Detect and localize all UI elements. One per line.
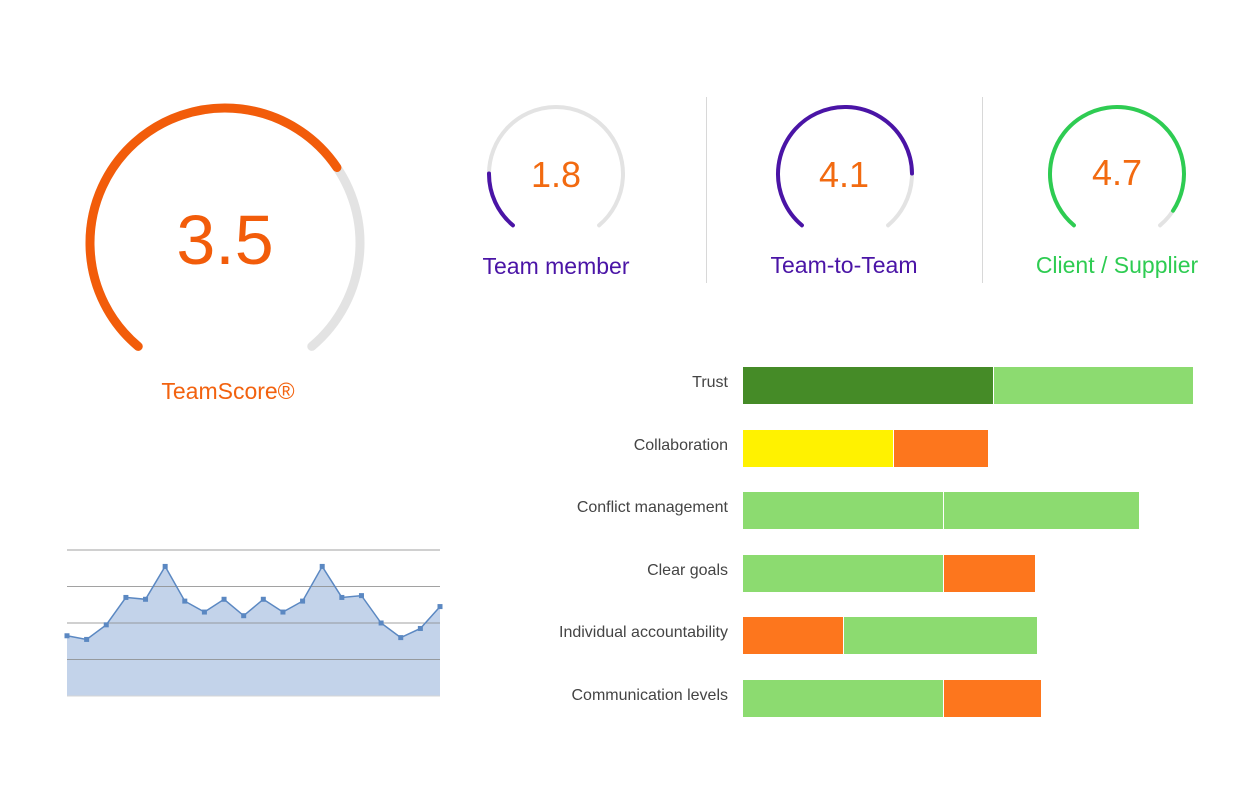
client-supplier-label: Client / Supplier xyxy=(1035,252,1199,278)
bar-label: Trust xyxy=(692,374,728,391)
data-point xyxy=(358,593,364,599)
bar-label: Communication levels xyxy=(571,687,728,704)
data-point xyxy=(143,596,149,602)
data-point xyxy=(221,596,227,602)
teamscore-label: TeamScore® xyxy=(161,378,295,404)
data-point xyxy=(300,598,306,604)
team-member-value: 1.8 xyxy=(530,154,582,195)
data-point xyxy=(417,625,423,631)
data-point xyxy=(123,594,129,600)
bar-segment xyxy=(843,617,1037,655)
data-point xyxy=(398,635,404,641)
bar-label: Collaboration xyxy=(633,436,728,454)
teamscore-gauge-arc xyxy=(85,103,365,351)
bar-segment xyxy=(943,492,1139,530)
bar-segment xyxy=(943,554,1035,592)
bar-segment xyxy=(743,554,943,592)
bar-segment xyxy=(743,492,943,530)
bar-segment xyxy=(743,617,843,655)
data-point xyxy=(260,596,266,602)
bar-segment xyxy=(893,429,988,467)
team-member-gauge-fill xyxy=(487,171,515,228)
team-member-gauge-arc xyxy=(487,105,625,228)
bar-segment xyxy=(743,429,893,467)
teamscore-gauge-fill xyxy=(85,103,342,351)
data-point xyxy=(319,563,325,569)
client-supplier-gauge-fill xyxy=(1048,105,1186,228)
data-point xyxy=(103,622,109,628)
data-point xyxy=(162,563,168,569)
data-point xyxy=(280,609,286,615)
team-member-label: Team member xyxy=(482,253,630,279)
area-fill xyxy=(67,566,440,696)
bar-segment xyxy=(993,367,1193,404)
team-to-team-label: Team-to-Team xyxy=(770,252,918,278)
bar-label: Individual accountability xyxy=(559,624,728,642)
trend-area-chart xyxy=(64,549,443,697)
series-line xyxy=(66,564,441,641)
data-point xyxy=(64,633,70,639)
gauge-divider xyxy=(706,97,707,283)
client-supplier-value: 4.7 xyxy=(1091,152,1143,193)
data-point xyxy=(84,636,90,642)
bar-segment xyxy=(743,680,943,717)
team-to-team-value: 4.1 xyxy=(818,154,870,195)
data-point xyxy=(201,609,207,615)
teamscore-value: 3.5 xyxy=(176,201,274,279)
client-supplier-gauge-arc xyxy=(1048,105,1186,228)
team-to-team-gauge-arc xyxy=(776,105,914,228)
bar-label: Clear goals xyxy=(647,561,728,579)
data-point xyxy=(339,594,345,600)
data-point xyxy=(437,604,443,610)
data-point xyxy=(182,598,188,604)
team-to-team-gauge-fill xyxy=(776,105,914,228)
bar-label: Conflict management xyxy=(576,499,728,517)
bar-segment xyxy=(743,367,993,404)
gauge-divider xyxy=(982,97,983,283)
data-point xyxy=(378,620,384,626)
bar-segment xyxy=(943,680,1041,717)
data-point xyxy=(241,613,247,619)
